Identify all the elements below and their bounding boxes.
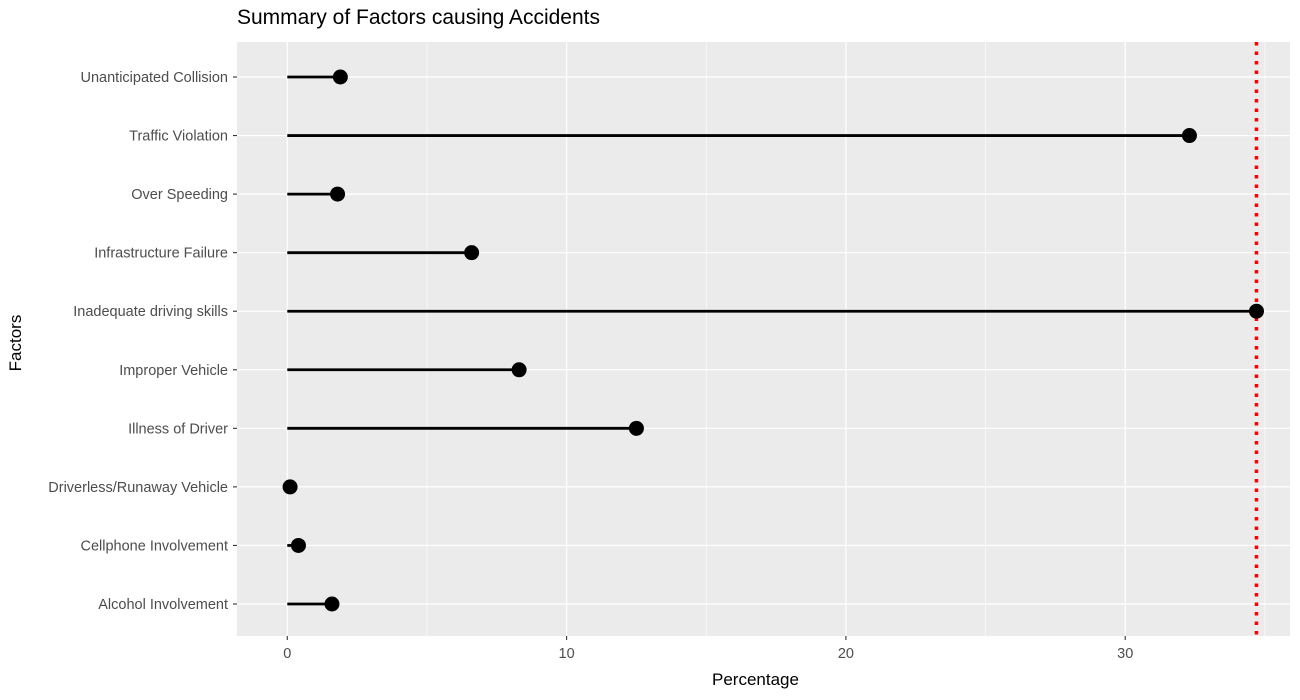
lollipop-point [464, 245, 480, 261]
y-tick-label: Inadequate driving skills [73, 304, 228, 320]
x-tick-label: 20 [838, 646, 854, 662]
lollipop-point [290, 537, 306, 553]
panel-background [237, 42, 1290, 636]
lollipop-point [511, 362, 527, 378]
x-axis-label: Percentage [712, 670, 799, 689]
x-tick-label: 0 [283, 646, 291, 662]
y-tick-label: Driverless/Runaway Vehicle [48, 480, 228, 496]
y-tick-label: Improper Vehicle [119, 363, 228, 379]
y-tick-label: Over Speeding [131, 187, 228, 203]
lollipop-point [332, 69, 348, 85]
y-tick-label: Illness of Driver [128, 421, 228, 437]
y-axis-label: Factors [6, 314, 25, 372]
y-tick-label: Traffic Violation [129, 129, 228, 145]
chart-title: Summary of Factors causing Accidents [237, 6, 600, 29]
lollipop-point [1248, 303, 1264, 319]
y-tick-label: Infrastructure Failure [94, 246, 228, 262]
x-tick-label: 30 [1117, 646, 1133, 662]
lollipop-point [282, 479, 298, 495]
y-tick-label: Unanticipated Collision [81, 70, 229, 86]
lollipop-point [1181, 128, 1197, 144]
y-tick-label: Alcohol Involvement [98, 597, 228, 613]
lollipop-point [628, 420, 644, 436]
lollipop-point [324, 596, 340, 612]
x-tick-label: 10 [559, 646, 575, 662]
y-tick-label: Cellphone Involvement [80, 538, 228, 554]
lollipop-point [330, 186, 346, 202]
